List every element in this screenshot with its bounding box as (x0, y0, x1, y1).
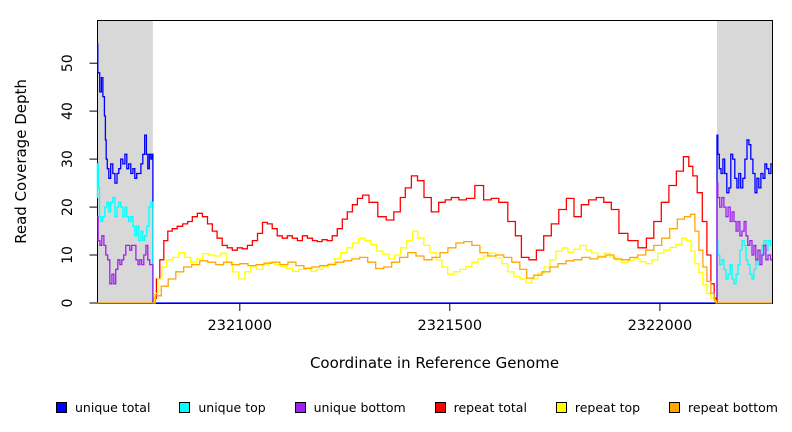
series-unique-top (716, 239, 772, 303)
coverage-chart-svg: 0 10 20 30 40 50 2321000 2321500 2322000 Coordina… (12, 20, 773, 372)
y-axis-label: Read Coverage Depth (12, 79, 30, 244)
y-tick-label: 0 (60, 299, 76, 308)
legend-label: unique bottom (313, 399, 406, 415)
legend-item-unique-bottom: unique bottom (294, 399, 406, 415)
legend-swatch-icon (294, 401, 306, 413)
series-repeat-bottom (97, 213, 772, 304)
y-tick-label: 10 (60, 246, 76, 264)
legend: unique total unique top unique bottom repea… (0, 390, 792, 424)
x-tick-label: 2321500 (418, 318, 483, 334)
series-unique-bottom (97, 216, 154, 303)
legend-label: repeat bottom (688, 399, 778, 415)
series-unique-top (96, 163, 154, 303)
x-axis-label: Coordinate in Reference Genome (310, 354, 559, 372)
series-repeat-total (152, 156, 717, 304)
y-tick-label: 20 (60, 198, 76, 216)
legend-label: repeat total (453, 399, 527, 415)
legend-item-repeat-top: repeat top (555, 399, 641, 415)
legend-swatch-icon (669, 401, 681, 413)
legend-item-repeat-bottom: repeat bottom (669, 400, 778, 415)
legend-label: unique top (198, 399, 266, 415)
legend-label: unique total (75, 399, 151, 415)
legend-item-unique-total: unique total (56, 400, 150, 415)
y-tick-label: 50 (60, 54, 76, 72)
series-unique-bottom (716, 182, 772, 303)
legend-swatch-icon (434, 401, 446, 413)
legend-item-repeat-total: repeat total (434, 399, 527, 415)
y-tick-label: 40 (60, 102, 76, 120)
plot-border (97, 20, 773, 304)
x-tick-label: 2321000 (208, 318, 273, 334)
y-tick-label: 30 (60, 150, 76, 168)
series-unique-total (97, 43, 772, 304)
legend-swatch-icon (56, 401, 67, 413)
series-repeat-top (152, 230, 717, 304)
legend-swatch-icon (179, 401, 191, 413)
x-tick-label: 2322000 (628, 318, 693, 334)
legend-item-unique-top: unique top (179, 399, 266, 415)
legend-swatch-icon (555, 401, 567, 413)
legend-label: repeat top (574, 399, 641, 415)
